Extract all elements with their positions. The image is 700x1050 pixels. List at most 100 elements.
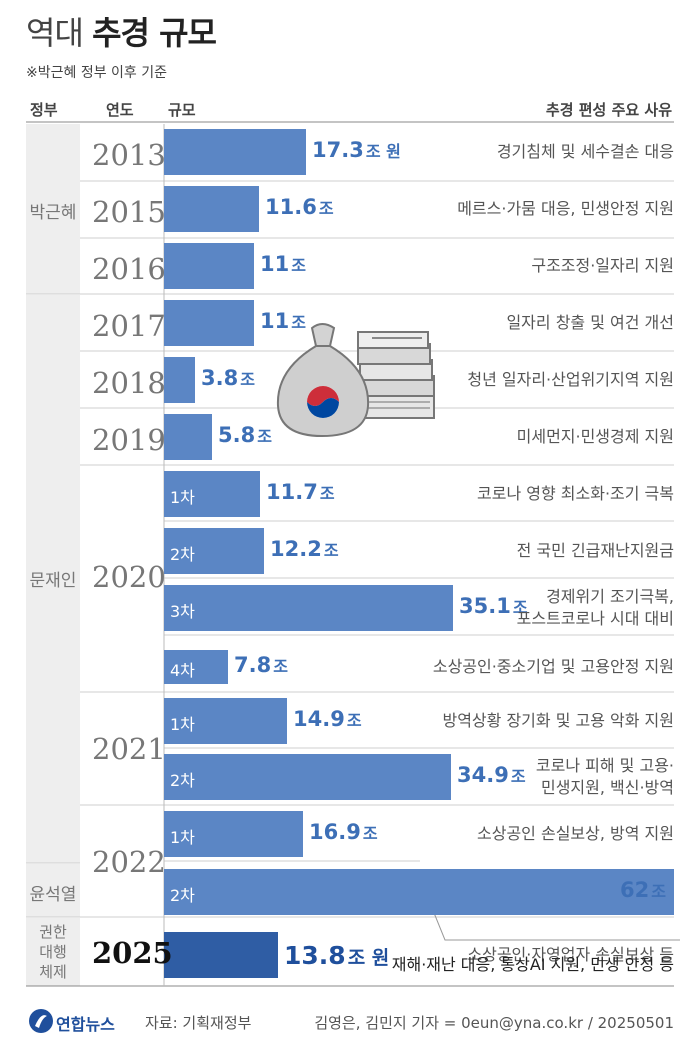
reason-text: 코로나 피해 및 고용· 민생지원, 백신·방역: [536, 755, 674, 799]
government-label: 권한 대행 체제: [20, 922, 86, 982]
footer-credit: 김영은, 김민지 기자 = 0eun@yna.co.kr / 20250501: [314, 1014, 674, 1032]
bar: [164, 811, 303, 857]
cash-stack: [357, 331, 435, 419]
gov-shade-park: [26, 124, 80, 294]
reason-line: 코로나 피해 및 고용·: [535, 756, 674, 775]
data-label-value: 11: [260, 309, 290, 333]
reason-line: 재해·재난 대응, 통상AI 지원, 민생 안정 등: [391, 955, 674, 974]
data-label: 34.9 조: [457, 763, 526, 787]
data-label: 11.7 조: [266, 480, 335, 504]
header-gov: 정부: [30, 101, 58, 119]
data-label: 3.8 조: [201, 366, 255, 390]
data-label-value: 5.8: [218, 423, 256, 447]
data-label-value: 7.8: [234, 653, 272, 677]
reason-text: 구조조정·일자리 지원: [531, 255, 674, 277]
data-label-value: 3.8: [201, 366, 239, 390]
data-label: 13.8 조 원: [284, 941, 389, 970]
money-bag: [276, 323, 370, 438]
year-label: 2020: [92, 560, 166, 594]
year-label: 2019: [92, 423, 166, 457]
data-label-unit: 조: [346, 711, 362, 730]
bar: [164, 414, 212, 460]
year-label: 2013: [92, 138, 166, 172]
data-label-value: 11.6: [265, 195, 317, 219]
page-title: 역대 추경 규모: [26, 8, 217, 54]
data-label-unit: 조: [291, 313, 306, 332]
reason-line: 소상공인 손실보상, 방역 지원: [477, 824, 674, 843]
bar: [164, 932, 278, 978]
reason-line: 메르스·가뭄 대응, 민생안정 지원: [457, 199, 674, 218]
data-label-unit: 조: [318, 199, 334, 218]
reason-line: 구조조정·일자리 지원: [531, 256, 674, 275]
year-label: 2025: [92, 936, 173, 970]
round-label: 1차: [170, 488, 195, 507]
round-label: 4차: [170, 661, 195, 680]
government-label-line: 권한: [39, 923, 67, 941]
data-label-unit: 조: [362, 824, 378, 843]
government-label-line: 대행: [39, 943, 67, 961]
data-label: 35.1 조: [459, 594, 528, 618]
subtitle: ※박근혜 정부 이후 기준: [26, 65, 168, 81]
data-label-value: 35.1: [459, 594, 511, 618]
footer-source: 자료: 기획재정부: [145, 1014, 252, 1032]
data-label-unit: 조 원: [365, 142, 401, 161]
bar: [164, 650, 228, 684]
round-label: 1차: [170, 715, 195, 734]
government-label: 문재인: [29, 571, 77, 591]
bar: [164, 243, 254, 289]
bar: [164, 300, 254, 346]
data-label-unit: 조: [291, 256, 306, 275]
year-label: 2016: [92, 252, 166, 286]
bar: [164, 585, 453, 631]
reason-text: 청년 일자리·산업위기지역 지원: [467, 369, 674, 391]
reason-line: 경기침체 및 세수결손 대응: [496, 142, 674, 161]
bar: [164, 528, 264, 574]
bar: [164, 754, 451, 800]
gov-shade-moon: [26, 295, 80, 863]
data-label: 12.2 조: [270, 537, 339, 561]
year-label: 2015: [92, 195, 166, 229]
reason-line: 소상공인·자영업자 손실보상 등: [467, 945, 674, 964]
yonhap-logo-icon: [29, 1009, 53, 1033]
bar: [164, 129, 306, 175]
header-reason: 추경 편성 주요 사유: [545, 101, 672, 119]
data-label-unit: 조: [257, 427, 272, 446]
data-label-value: 14.9: [293, 707, 345, 731]
year-label: 2018: [92, 366, 166, 400]
reason-text: 메르스·가뭄 대응, 민생안정 지원: [457, 198, 674, 220]
reason-line: 경제위기 조기극복,: [546, 587, 674, 606]
footer-logo: 연합뉴스: [56, 1015, 115, 1034]
data-label-value: 34.9: [457, 763, 509, 787]
reason-line: 일자리 창출 및 여건 개선: [506, 313, 674, 332]
round-label: 2차: [170, 886, 195, 905]
data-label-unit: 조: [651, 882, 666, 901]
round-label: 2차: [170, 771, 195, 790]
bar: [164, 869, 674, 915]
round-label: 3차: [170, 602, 195, 621]
reason-text: 소상공인 손실보상, 방역 지원: [477, 823, 674, 845]
government-label: 윤석열: [29, 885, 77, 905]
data-label: 11 조: [260, 309, 306, 333]
header-year: 연도: [106, 101, 134, 119]
reason-text: 경제위기 조기극복, 포스트코로나 시대 대비: [517, 586, 674, 630]
data-label: 62 조: [620, 878, 666, 902]
reason-line: 민생지원, 백신·방역: [540, 778, 674, 797]
reason-text: 코로나 영향 최소화·조기 극복: [477, 483, 674, 505]
data-label: 17.3 조 원: [312, 138, 401, 162]
data-label-unit: 조: [273, 657, 288, 676]
data-label-value: 11: [260, 252, 290, 276]
reason-text: 소상공인·자영업자 손실보상 등: [467, 944, 674, 966]
reason-line: 포스트코로나 시대 대비: [516, 609, 674, 628]
title-bold: 추경 규모: [92, 14, 217, 52]
government-label: 박근혜: [29, 203, 77, 223]
data-label-value: 12.2: [270, 537, 322, 561]
bar: [164, 698, 287, 744]
year-label: 2021: [92, 732, 166, 766]
reason-text: 경기침체 및 세수결손 대응: [497, 141, 674, 163]
data-label-value: 16.9: [309, 820, 361, 844]
round-label: 2차: [170, 545, 195, 564]
reason-line: 코로나 영향 최소화·조기 극복: [477, 484, 674, 503]
data-label-value: 13.8: [284, 941, 346, 970]
